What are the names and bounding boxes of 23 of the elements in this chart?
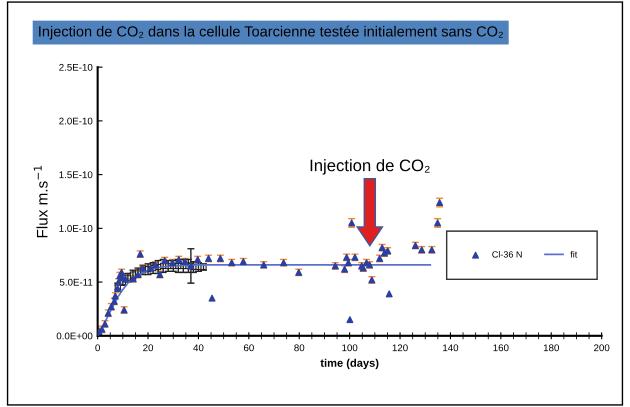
x-tick-label: 60 [244,344,254,352]
y-tick-label: 0.0E+00 [56,332,92,340]
x-tick-label: 180 [544,344,559,352]
x-tick-label: 140 [443,344,458,352]
x-tick-label: 20 [143,344,154,352]
x-axis-title: time (days) [320,358,378,370]
y-tick-label: 2.5E-10 [59,64,92,71]
x-tick-label: 40 [193,344,204,352]
y-tick-label: 1.0E-10 [59,225,92,232]
y-axis-title: Flux m.s$^{−1}$ [34,166,48,238]
annotation: Injection de CO₂ [310,159,430,175]
y-tick-label: 1.5E-10 [59,171,92,178]
chart-title: Injection de CO₂ dans la cellule Toarcienne testée initialement sans CO₂ [39,26,503,40]
x-tick-label: 120 [392,344,408,352]
y-tick-label: 2.0E-10 [59,118,92,124]
x-tick-label: 160 [493,344,509,352]
x-tick-label: 80 [294,344,304,352]
legend-label: Cl-36 N [492,250,522,258]
x-tick-label: 200 [594,344,610,352]
x-tick-label: 100 [342,344,358,352]
legend-label: fit [570,250,578,258]
y-tick-label: 5.0E-11 [60,278,92,286]
x-tick-label: 0 [95,344,100,352]
